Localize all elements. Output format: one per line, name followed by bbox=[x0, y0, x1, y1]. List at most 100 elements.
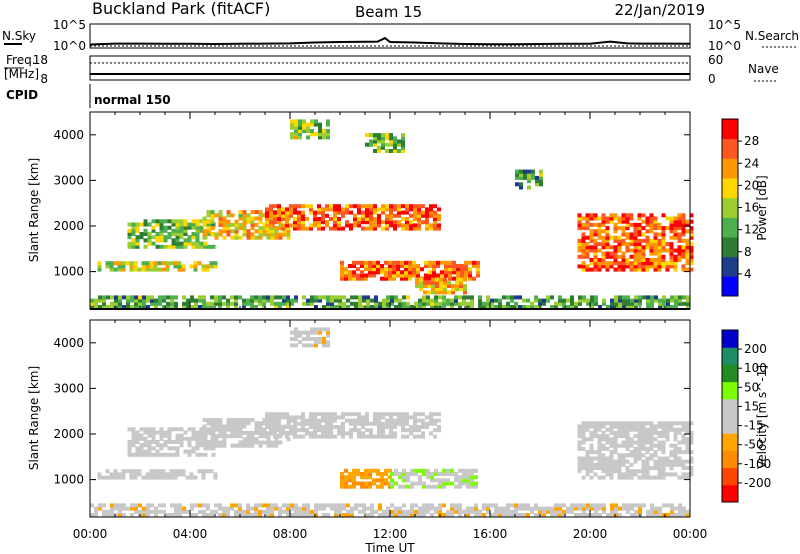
heatmap-cell bbox=[341, 425, 345, 429]
heatmap-cell bbox=[447, 284, 451, 288]
heatmap-cell bbox=[214, 424, 219, 429]
heatmap-cell bbox=[653, 424, 658, 429]
heatmap-cell bbox=[113, 475, 118, 480]
heatmap-cell bbox=[466, 472, 470, 476]
heatmap-cell bbox=[153, 475, 158, 480]
heatmap-cell bbox=[301, 223, 305, 228]
heatmap-cell bbox=[657, 226, 662, 231]
heatmap-cell bbox=[218, 298, 222, 303]
heatmap-cell bbox=[662, 305, 666, 309]
heatmap-cell bbox=[641, 459, 646, 464]
heatmap-cell bbox=[365, 204, 369, 209]
heatmap-cell bbox=[153, 472, 158, 477]
heatmap-cell bbox=[179, 433, 184, 438]
heatmap-cell bbox=[318, 122, 322, 127]
heatmap-cell bbox=[408, 260, 412, 265]
heatmap-cell bbox=[654, 509, 658, 514]
heatmap-cell bbox=[422, 468, 426, 473]
heatmap-cell bbox=[157, 261, 162, 266]
heatmap-cell bbox=[394, 295, 398, 300]
heatmap-cell bbox=[262, 430, 267, 435]
heatmap-cell bbox=[131, 436, 136, 441]
heatmap-cell bbox=[368, 267, 372, 272]
heatmap-cell bbox=[377, 223, 381, 228]
heatmap-cell bbox=[622, 295, 626, 300]
heatmap-cell bbox=[646, 301, 650, 306]
heatmap-cell bbox=[191, 222, 196, 227]
heatmap-cell bbox=[689, 466, 694, 470]
heatmap-cell bbox=[277, 220, 281, 225]
heatmap-cell bbox=[609, 440, 614, 445]
heatmap-cell bbox=[105, 264, 110, 269]
heatmap-cell bbox=[313, 213, 317, 218]
heatmap-cell bbox=[191, 436, 196, 441]
heatmap-cell bbox=[677, 459, 682, 464]
heatmap-cell bbox=[306, 333, 310, 338]
heatmap-cell bbox=[131, 452, 136, 457]
heatmap-cell bbox=[502, 295, 506, 300]
heatmap-cell bbox=[633, 232, 638, 237]
heatmap-cell bbox=[154, 513, 158, 517]
heatmap-cell bbox=[127, 232, 132, 236]
heatmap-cell bbox=[609, 466, 614, 470]
heatmap-cell bbox=[222, 226, 227, 231]
heatmap-cell bbox=[602, 301, 606, 306]
heatmap-cell bbox=[617, 264, 622, 269]
heatmap-cell bbox=[470, 475, 474, 480]
heatmap-cell bbox=[214, 213, 219, 218]
heatmap-cell bbox=[645, 446, 650, 451]
heatmap-cell bbox=[147, 452, 152, 457]
heatmap-cell bbox=[366, 305, 370, 309]
heatmap-cell bbox=[433, 412, 437, 417]
heatmap-cell bbox=[368, 264, 372, 268]
heatmap-cell bbox=[181, 267, 186, 272]
heatmap-cell bbox=[266, 440, 271, 445]
heatmap-cell bbox=[594, 513, 598, 517]
heatmap-cell bbox=[322, 503, 326, 508]
heatmap-cell bbox=[218, 210, 223, 215]
heatmap-cell bbox=[470, 509, 474, 514]
heatmap-cell bbox=[266, 421, 271, 426]
heatmap-cell bbox=[234, 503, 238, 508]
heatmap-cell bbox=[673, 434, 678, 439]
heatmap-cell bbox=[338, 506, 342, 511]
heatmap-cell bbox=[373, 204, 377, 209]
heatmap-cell bbox=[447, 290, 451, 295]
heatmap-cell bbox=[354, 305, 358, 309]
heatmap-cell bbox=[175, 449, 180, 454]
heatmap-cell bbox=[446, 481, 450, 486]
heatmap-cell bbox=[386, 305, 390, 309]
heatmap-cell bbox=[262, 295, 266, 300]
heatmap-cell bbox=[285, 210, 289, 215]
heatmap-cell bbox=[285, 434, 289, 439]
heatmap-cell bbox=[392, 267, 396, 272]
heatmap-cell bbox=[669, 424, 674, 429]
heatmap-cell bbox=[210, 513, 214, 517]
heatmap-cell bbox=[170, 513, 174, 517]
heatmap-cell bbox=[366, 506, 370, 511]
heatmap-cell bbox=[589, 450, 594, 455]
heatmap-cell bbox=[641, 453, 646, 458]
heatmap-cell bbox=[422, 481, 426, 486]
heatmap-cell bbox=[360, 475, 364, 480]
heatmap-cell bbox=[490, 298, 494, 303]
heatmap-cell bbox=[661, 229, 666, 234]
heatmap-cell bbox=[649, 251, 654, 256]
heatmap-cell bbox=[432, 267, 436, 272]
heatmap-cell bbox=[302, 122, 306, 127]
heatmap-cell bbox=[452, 276, 456, 281]
heatmap-cell bbox=[677, 462, 682, 467]
heatmap-cell bbox=[352, 270, 356, 275]
heatmap-cell bbox=[113, 267, 118, 272]
colorbar-cell bbox=[722, 119, 738, 140]
heatmap-cell bbox=[406, 295, 410, 300]
heatmap-cell bbox=[527, 169, 531, 174]
heatmap-cell bbox=[434, 305, 438, 309]
heatmap-cell bbox=[278, 305, 282, 309]
heatmap-cell bbox=[106, 305, 110, 309]
heatmap-cell bbox=[384, 270, 388, 275]
heatmap-cell bbox=[214, 443, 219, 448]
heatmap-cell bbox=[630, 513, 634, 517]
heatmap-cell bbox=[374, 305, 378, 309]
colorbar-cell bbox=[722, 450, 738, 469]
